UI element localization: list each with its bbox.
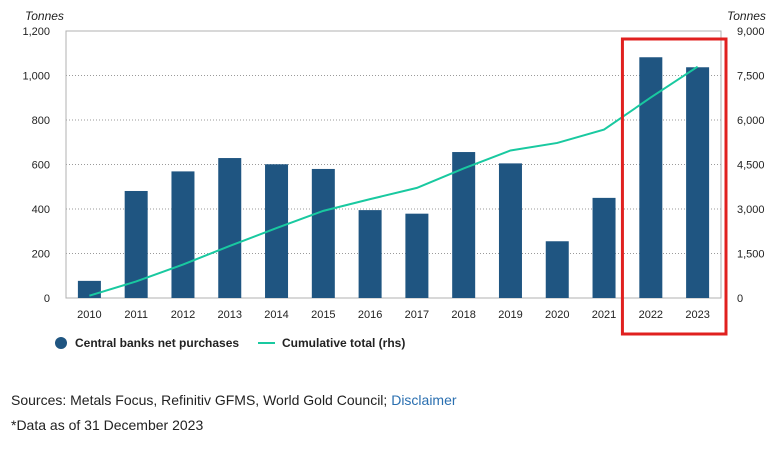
x-tick-label: 2016 <box>358 309 382 321</box>
x-tick-label: 2022 <box>639 309 663 321</box>
bar <box>639 57 663 298</box>
x-tick-label: 2020 <box>545 309 569 321</box>
legend-line-label: Cumulative total (rhs) <box>282 336 405 350</box>
bar <box>171 171 195 298</box>
x-tick-label: 2017 <box>405 309 429 321</box>
sources-line: Sources: Metals Focus, Refinitiv GFMS, W… <box>11 392 457 408</box>
y-right-tick-label: 1,500 <box>737 249 765 261</box>
plot-frame <box>65 30 722 299</box>
highlight-box <box>620 37 728 336</box>
y-right-tick-label: 3,000 <box>737 204 765 216</box>
x-tick-label: 2010 <box>77 309 101 321</box>
bar <box>124 190 148 298</box>
bar <box>545 241 569 298</box>
x-tick-label: 2021 <box>592 309 616 321</box>
bar <box>311 168 335 298</box>
x-tick-label: 2019 <box>498 309 522 321</box>
y-left-tick-label: 800 <box>32 115 50 127</box>
disclaimer-link[interactable]: Disclaimer <box>391 392 457 408</box>
y-right-axis-label: Tonnes <box>727 9 766 23</box>
legend-bar-label: Central banks net purchases <box>75 336 239 350</box>
y-right-tick-label: 6,000 <box>737 115 765 127</box>
x-tick-label: 2014 <box>264 309 288 321</box>
y-left-tick-label: 600 <box>32 160 50 172</box>
cumulative-line <box>89 65 699 297</box>
sources-text: Sources: Metals Focus, Refinitiv GFMS, W… <box>11 392 392 408</box>
y-right-tick-label: 4,500 <box>737 160 765 172</box>
y-left-tick-label: 200 <box>32 249 50 261</box>
y-left-tick-label: 1,200 <box>22 26 50 38</box>
legend-bar-swatch <box>55 337 67 349</box>
y-left-tick-label: 400 <box>32 204 50 216</box>
x-tick-label: 2013 <box>218 309 242 321</box>
y-left-tick-label: 1,000 <box>22 71 50 83</box>
y-left-axis-label: Tonnes <box>25 9 64 23</box>
bar <box>218 158 242 298</box>
bar <box>405 213 429 298</box>
x-tick-label: 2012 <box>171 309 195 321</box>
y-right-tick-label: 7,500 <box>737 71 765 83</box>
bar <box>686 67 710 298</box>
bar <box>358 210 382 298</box>
y-left-tick-label: 0 <box>44 293 50 305</box>
x-tick-label: 2011 <box>124 309 148 321</box>
x-tick-label: 2018 <box>451 309 475 321</box>
y-right-tick-label: 0 <box>737 293 743 305</box>
data-note: *Data as of 31 December 2023 <box>11 417 204 433</box>
x-tick-label: 2023 <box>685 309 709 321</box>
bar <box>498 163 522 298</box>
x-tick-label: 2015 <box>311 309 335 321</box>
bar <box>265 164 289 298</box>
y-right-tick-label: 9,000 <box>737 26 765 38</box>
bar <box>452 152 476 298</box>
bar <box>592 197 616 298</box>
